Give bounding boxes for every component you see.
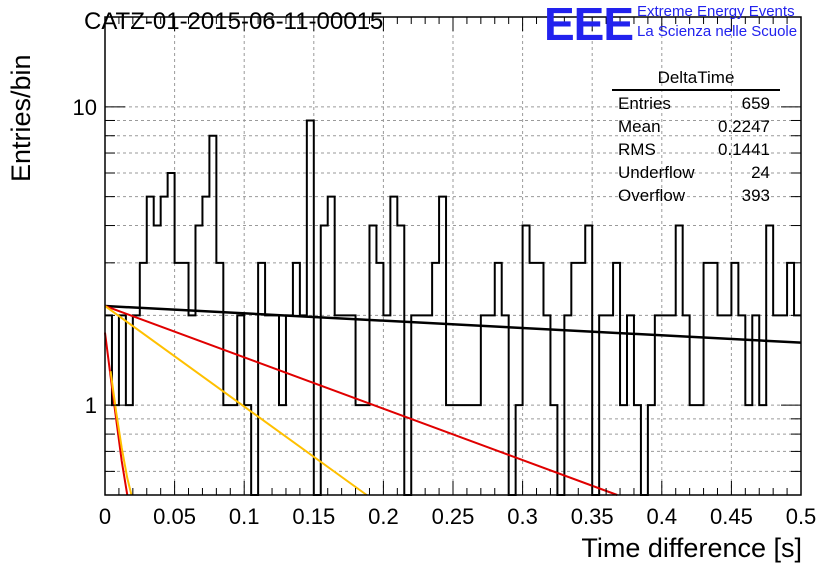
x-tick-label: 0.1 [229,504,260,529]
fit-line [104,305,618,496]
stats-label: Mean [618,117,661,136]
fit-line [109,371,133,496]
x-axis-label: Time difference [s] [581,533,802,563]
axes [104,16,802,496]
fit-line [104,305,368,496]
stats-row: Entries 659 [612,92,780,115]
stats-value: 0.2247 [718,117,770,136]
y-tick-label: 10 [73,95,97,120]
y-axis-label: Entries/bin [6,54,36,182]
y-tick-labels: 1 10 [73,95,97,418]
stats-box: DeltaTime Entries 659 Mean 0.2247 RMS 0.144… [612,68,780,207]
stats-row: Overflow 393 [612,184,780,207]
stats-title: DeltaTime [612,68,780,91]
stats-value: 0.1441 [718,140,770,159]
x-tick-label: 0 [99,504,111,529]
stats-value: 659 [741,94,770,113]
x-tick-label: 0.5 [786,504,817,529]
stats-row: RMS 0.1441 [612,138,780,161]
logo-line1: Extreme Energy Events [637,3,795,20]
y-tick-label: 1 [85,393,97,418]
stats-value: 393 [741,186,770,205]
x-tick-label: 0.3 [507,504,538,529]
histogram-outline [105,119,801,496]
stats-value: 24 [751,163,770,182]
x-tick-label: 0.15 [292,504,335,529]
fit-lines [104,304,802,496]
x-tick-label: 0.35 [571,504,614,529]
fit-line [104,304,802,344]
x-tick-label: 0.05 [153,504,196,529]
stats-row: Mean 0.2247 [612,115,780,138]
logo-line2: La Scienza nelle Scuole [637,23,798,40]
eee-logo: EEE [544,0,634,50]
x-tick-labels: 0 0.05 0.1 0.15 0.2 0.25 0.3 0.35 0.4 0.45 0.5 [99,504,816,529]
x-tick-label: 0.25 [432,504,475,529]
x-tick-label: 0.4 [647,504,678,529]
stats-label: Overflow [618,186,686,205]
stats-row: Underflow 24 [612,161,780,184]
logo-caption: Extreme Energy Events La Scienza nelle S… [637,2,797,42]
x-tick-label: 0.45 [710,504,753,529]
histogram [105,119,801,496]
fit-line [104,332,129,496]
x-tick-label: 0.2 [368,504,399,529]
stats-label: RMS [618,140,656,159]
stats-label: Underflow [618,163,695,182]
stats-label: Entries [618,94,671,113]
chart-title: CATZ-01-2015-06-11-00015 [84,8,384,35]
